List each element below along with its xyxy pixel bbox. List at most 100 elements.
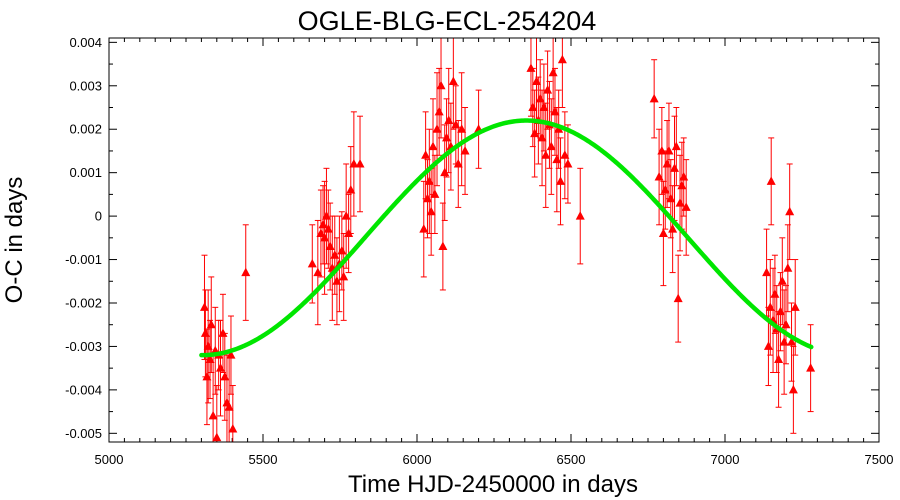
data-point: [202, 371, 212, 381]
data-point: [346, 185, 356, 194]
data-point: [220, 371, 230, 381]
data-point: [316, 228, 326, 237]
data-point: [657, 145, 667, 155]
data-point: [241, 267, 251, 277]
x-tick-label: 5500: [249, 452, 278, 467]
data-point: [781, 319, 791, 329]
data-point: [669, 163, 679, 172]
data-point: [224, 402, 234, 411]
data-point: [788, 384, 798, 394]
y-tick-label: 0.004: [69, 35, 102, 50]
data-point: [528, 102, 538, 112]
data-point: [560, 150, 570, 159]
data-point: [526, 63, 536, 72]
data-point: [660, 185, 670, 194]
y-tick-label: 0: [95, 209, 102, 224]
data-point: [550, 106, 560, 116]
plot-frame: [108, 37, 880, 443]
data-point: [546, 141, 556, 151]
data-points: [199, 54, 816, 442]
data-point: [777, 276, 787, 285]
data-point: [770, 289, 780, 298]
data-point: [557, 54, 567, 64]
data-point: [785, 206, 795, 216]
y-tick-label: -0.003: [65, 339, 102, 354]
data-point: [206, 319, 216, 329]
data-point: [453, 158, 463, 168]
data-point: [666, 193, 676, 203]
data-point: [421, 150, 431, 159]
data-point: [215, 363, 225, 372]
data-point: [212, 432, 222, 442]
data-point: [552, 154, 562, 164]
data-point: [228, 423, 238, 433]
data-point: [200, 328, 210, 337]
data-point: [430, 189, 440, 198]
fit-curve: [199, 118, 814, 358]
y-tick-label: -0.002: [65, 295, 102, 310]
data-point: [203, 341, 213, 350]
data-point: [766, 176, 776, 185]
data-point: [313, 267, 323, 277]
x-tick-label: 5000: [95, 452, 124, 467]
y-axis-label: O-C in days: [1, 177, 28, 304]
data-point: [434, 106, 444, 116]
data-point: [426, 206, 436, 216]
data-point: [208, 410, 218, 420]
axes: 5000 5500 6000 6500 7000 7500 -0.005 -0.004 -0.0…: [65, 35, 893, 467]
data-point: [436, 80, 446, 90]
data-point: [775, 306, 785, 316]
y-tick-label: -0.005: [65, 426, 102, 441]
data-point: [442, 132, 452, 142]
y-tick-label: 0.002: [69, 122, 102, 137]
x-axis-label: Time HJD-2450000 in days: [348, 471, 638, 498]
data-point: [671, 141, 681, 151]
data-point: [457, 124, 467, 133]
data-point: [205, 354, 215, 363]
data-point: [428, 141, 438, 151]
data-point: [649, 93, 659, 103]
data-point: [675, 198, 685, 207]
data-point: [325, 241, 335, 251]
data-point: [424, 176, 434, 185]
data-point: [307, 258, 317, 268]
data-point: [787, 337, 797, 346]
data-point: [199, 302, 209, 311]
data-point: [226, 350, 236, 359]
data-point: [563, 158, 573, 168]
data-point: [774, 354, 784, 363]
data-point: [438, 241, 448, 251]
data-point: [321, 211, 331, 220]
data-point: [323, 224, 333, 233]
data-point: [677, 180, 687, 190]
data-point: [218, 328, 228, 337]
y-tick-label: 0.001: [69, 165, 102, 180]
y-tick-label: -0.004: [65, 382, 102, 397]
data-point: [664, 145, 674, 155]
data-point: [673, 293, 683, 303]
data-point: [440, 167, 450, 177]
data-point: [668, 224, 678, 233]
fit-curve-group: [199, 118, 814, 358]
data-point: [790, 302, 800, 311]
data-point: [548, 67, 558, 77]
chart-title: OGLE-BLG-ECL-254204: [298, 6, 597, 36]
data-point: [530, 128, 540, 138]
x-tick-label: 6500: [557, 452, 586, 467]
data-point: [444, 115, 454, 125]
data-point: [765, 302, 775, 311]
data-point: [537, 132, 547, 142]
data-point: [762, 267, 772, 277]
y-tick-label: 0.003: [69, 78, 102, 93]
data-point: [341, 211, 351, 220]
data-point: [763, 341, 773, 350]
data-point: [320, 232, 330, 242]
data-point: [535, 93, 545, 103]
data-point: [654, 172, 664, 181]
data-point: [422, 193, 432, 203]
data-point: [339, 271, 349, 281]
data-point: [575, 211, 585, 220]
data-point: [419, 224, 429, 233]
